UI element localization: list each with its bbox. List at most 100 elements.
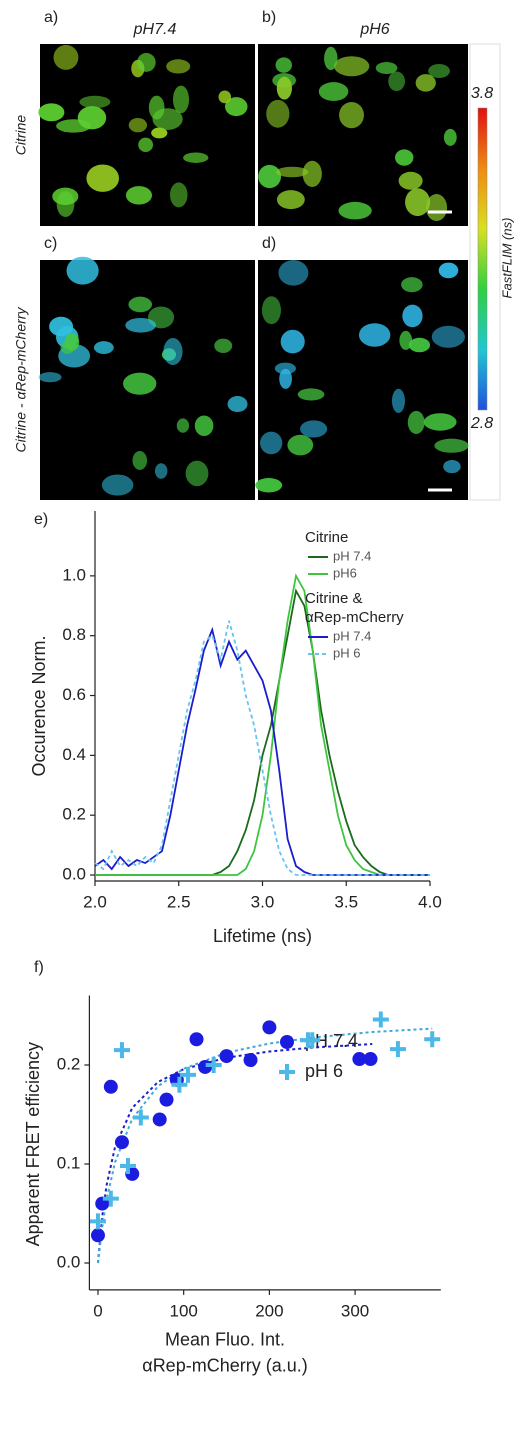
cell [275, 166, 309, 178]
cell [297, 388, 325, 401]
point [372, 1011, 389, 1028]
column-title: pH7.4 [133, 21, 177, 38]
y-tick-label: 0.6 [62, 685, 86, 704]
point [424, 1031, 441, 1048]
cell [170, 182, 188, 208]
x-tick-label: 3.0 [251, 892, 275, 911]
cell [431, 325, 465, 348]
cell [185, 460, 209, 487]
point [363, 1052, 378, 1067]
cell [151, 127, 168, 139]
cell [56, 191, 75, 218]
cell [333, 56, 370, 77]
cell [300, 420, 328, 438]
cell [276, 76, 292, 100]
y-tick-label: 0.2 [62, 805, 86, 824]
point [389, 1041, 406, 1058]
point [114, 1135, 129, 1150]
cell [227, 396, 248, 413]
cell [434, 438, 469, 453]
cell [266, 99, 290, 128]
cell [260, 431, 283, 455]
cell [280, 329, 305, 354]
cell [302, 160, 322, 188]
point [103, 1079, 118, 1094]
cell [402, 304, 423, 328]
cell [93, 341, 114, 355]
point [171, 1076, 188, 1093]
micrographs [38, 44, 469, 500]
cell [324, 46, 338, 71]
colorbar [477, 107, 488, 411]
panel-label: f) [34, 959, 44, 976]
cell [218, 90, 232, 104]
point [89, 1213, 106, 1230]
point [179, 1066, 196, 1083]
cell [339, 101, 364, 129]
cell [401, 277, 423, 293]
legend-group: αRep-mCherry [305, 609, 404, 626]
x-tick-label: 3.5 [334, 892, 358, 911]
y-axis-label: Apparent FRET efficiency [23, 1042, 43, 1246]
cell [388, 71, 406, 92]
cell [443, 459, 461, 474]
cell [183, 152, 209, 163]
series-line [95, 588, 430, 876]
x-tick-label: 4.0 [418, 892, 442, 911]
point [152, 1112, 167, 1127]
point [102, 1190, 119, 1207]
cell [225, 97, 248, 117]
cell [438, 262, 459, 279]
cell [423, 413, 457, 431]
fit-curve [96, 1027, 433, 1264]
y-tick-label: 0.8 [62, 625, 86, 644]
point [159, 1092, 174, 1107]
cell [287, 434, 314, 456]
cell [128, 118, 148, 133]
x-axis-label: Lifetime (ns) [213, 926, 312, 946]
cell [101, 474, 134, 496]
legend-label: pH 6 [333, 645, 360, 660]
x-tick-label: 2.5 [167, 892, 191, 911]
point [352, 1052, 367, 1067]
y-axis-label: Occurence Norm. [29, 635, 49, 776]
cell [278, 259, 309, 286]
y-tick-label: 0.4 [62, 745, 86, 764]
legend-label: pH 7.4 [333, 628, 371, 643]
y-tick-label: 0.1 [57, 1153, 81, 1172]
cell [123, 372, 157, 395]
cell [255, 478, 283, 493]
cell [428, 63, 450, 78]
x-axis-label: Mean Fluo. Int. [165, 1330, 285, 1350]
cell [38, 103, 65, 122]
cell [395, 149, 414, 166]
legend-marker [279, 1064, 295, 1080]
fit-curve [96, 1043, 373, 1264]
point [119, 1157, 136, 1174]
image-d [258, 260, 468, 500]
cell [138, 137, 154, 153]
cell [194, 415, 214, 436]
cell [425, 194, 448, 222]
cell [66, 256, 99, 285]
cell [38, 372, 62, 383]
cell [53, 44, 79, 70]
cell [152, 108, 183, 130]
x-tick-label: 0 [93, 1301, 102, 1320]
row-title: Citrine [13, 115, 29, 156]
colorbar-max: 3.8 [471, 85, 493, 102]
colorbar-title: FastFLIM (ns) [499, 218, 514, 299]
column-title: pH6 [359, 21, 389, 38]
panel-label: a) [44, 9, 58, 26]
legend-label: pH 7.4 [333, 548, 371, 563]
point [205, 1057, 222, 1073]
cell [86, 164, 120, 192]
panel-label: b) [262, 9, 276, 26]
cell [375, 62, 398, 74]
point [113, 1042, 130, 1059]
cell [275, 57, 292, 73]
cell [128, 296, 153, 313]
x-tick-label: 2.0 [83, 892, 107, 911]
y-tick-label: 1.0 [62, 565, 86, 584]
